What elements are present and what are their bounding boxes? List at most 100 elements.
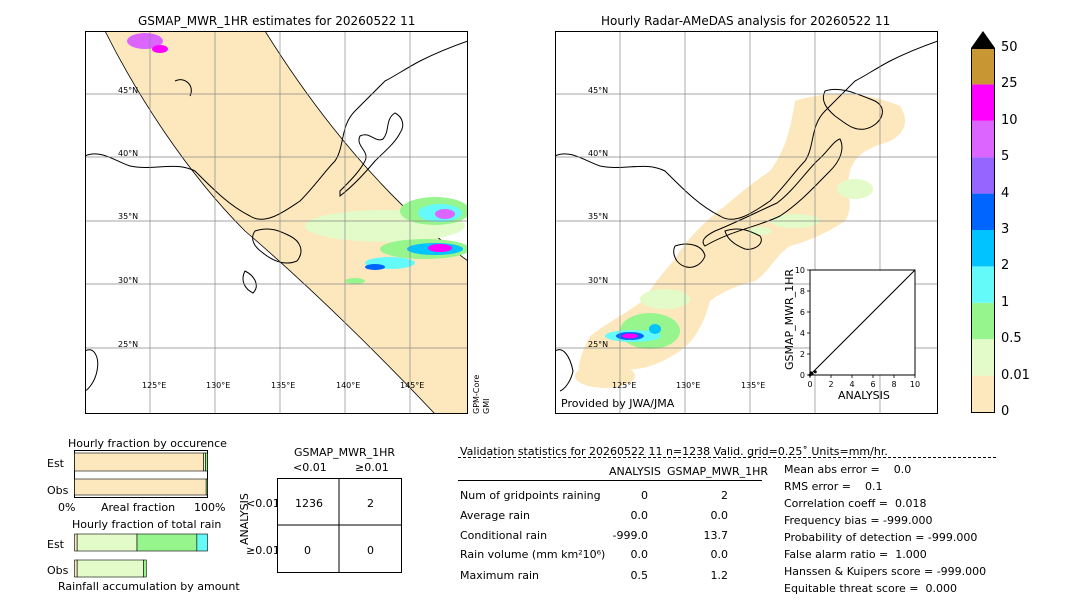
total-rain-bar-segment [74,533,78,552]
right-lon-label: 135°E [741,381,766,390]
scatter-points [808,370,817,377]
colorbar-tick-label: 0.01 [1001,367,1030,383]
validation-row-gsmap: 1.2 [710,569,729,582]
colorbar-tick-label: 10 [1001,112,1018,128]
scatter-x-tick: 6 [870,380,875,389]
validation-row-label: Num of gridpoints raining [460,489,601,502]
right-coastline [555,40,938,392]
validation-col-divider [458,480,762,481]
colorbar-band [971,302,995,340]
right-map-title: Hourly Radar-AMeDAS analysis for 2026052… [601,14,891,28]
colorbar-tick-label: 25 [1001,76,1018,92]
colorbar-band [971,230,995,267]
left-lat-label: 40°N [118,149,139,158]
contingency-row-header: ≥0.01 [246,544,280,557]
right-lat-label: 45°N [588,86,609,95]
left-lon-label: 130°E [206,381,231,390]
colorbar-band [971,266,995,303]
scatter-x-tick: 4 [849,380,854,389]
left-gridlines [85,31,468,414]
total-rain-bars [74,533,208,578]
left-lat-label: 35°N [118,212,139,221]
validation-score: Frequency bias = -999.000 [784,514,933,527]
colorbar-tick-label: 50 [1001,40,1018,55]
validation-row-label: Maximum rain [460,569,539,582]
left-lat-label: 25°N [118,340,139,349]
validation-row-analysis: 0.5 [630,569,649,582]
occurrence-bar-segment [205,478,208,496]
left-lon-label: 140°E [336,381,361,390]
left-lat-label: 30°N [118,276,139,285]
right-map-credit: Provided by JWA/JMA [561,397,675,410]
validation-row-analysis: -999.0 [612,529,648,542]
colorbar-band [971,84,995,121]
contingency-cell: 1236 [295,497,323,510]
validation-row-label: Average rain [460,509,530,522]
total-rain-bar-segment [196,533,208,552]
fraction-occurrence-x-right: 100% [194,501,226,514]
scatter-xlabel: ANALYSIS [838,389,890,402]
validation-score: Correlation coeff = 0.018 [784,497,927,510]
fraction-occurrence-x-mid: Areal fraction [101,501,176,514]
scatter-y-tick: 8 [800,287,805,296]
validation-row-label: Rain volume (mm km²10⁶) [460,548,606,561]
colorbar-tick-label: 5 [1001,149,1010,165]
validation-score: Mean abs error = 0.0 [784,463,912,476]
fraction-total-row-est: Est [47,538,64,551]
contingency-cell: 2 [367,497,374,510]
validation-row-gsmap: 0.0 [710,548,729,561]
colorbar-extend-arrow [971,31,995,48]
scatter-point [810,372,814,376]
colorbar [971,31,995,413]
validation-score: Equitable threat score = 0.000 [784,582,957,595]
occurrence-bars [74,452,208,496]
scatter-ylabel: GSMAP_MWR_1HR [783,268,796,370]
scatter-x-tick: 10 [910,380,920,389]
colorbar-band [971,48,995,85]
fraction-occurrence-x-left: 0% [58,501,76,514]
validation-score: False alarm ratio = 1.000 [784,548,927,561]
fraction-total-footer: Rainfall accumulation by amount [58,580,240,593]
right-lat-label: 25°N [588,340,609,349]
validation-header: Validation statistics for 20260522 11 n=… [460,445,888,458]
validation-row-analysis: 0.0 [630,548,649,561]
scatter-x-tick: 8 [891,380,896,389]
fraction-total-title: Hourly fraction of total rain [72,518,222,531]
colorbar-band [971,193,995,230]
colorbar-tick-label: 2 [1001,258,1010,274]
contingency-col-header: ≥0.01 [355,461,389,474]
colorbar-tick-label: 1 [1001,294,1010,310]
validation-row-label: Conditional rain [460,529,548,542]
right-lon-label: 130°E [676,381,701,390]
colorbar-band [971,157,995,194]
left-map-title: GSMAP_MWR_1HR estimates for 20260522 11 [138,14,416,28]
scatter-inset: 00 2 2 4 4 6 6 8 8 10 10 [795,266,920,389]
scatter-y-tick: 0 [800,371,805,380]
fraction-occurrence-row-obs: Obs [47,484,69,497]
left-lon-label: 125°E [142,381,167,390]
fraction-occurrence-title: Hourly fraction by occurence [68,437,227,450]
left-lon-label: 145°E [400,381,425,390]
contingency-col-header: <0.01 [293,461,327,474]
validation-score: Hanssen & Kuipers score = -999.000 [784,565,987,578]
contingency-cell: 0 [367,544,374,557]
colorbar-tick-label: 3 [1001,222,1010,237]
right-lat-label: 35°N [588,212,609,221]
total-rain-bar-segment [76,533,138,552]
occurrence-bar-segment [205,452,208,472]
left-swath [104,31,468,414]
scatter-x-tick: 2 [828,380,833,389]
total-rain-bar-segment [136,533,198,552]
scatter-point [813,370,817,374]
fraction-occurrence-row-est: Est [47,457,64,470]
colorbar-band [971,120,995,158]
occurrence-bar-segment [74,452,204,472]
fraction-total-chart [74,533,208,578]
occurrence-bar-segment [74,478,207,496]
scatter-y-tick: 10 [795,266,805,275]
colorbar-band [971,375,995,412]
colorbar-tick-label: 0 [1001,404,1010,419]
validation-score: RMS error = 0.1 [784,480,883,493]
fraction-total-row-obs: Obs [47,564,69,577]
right-coverage [578,94,905,382]
